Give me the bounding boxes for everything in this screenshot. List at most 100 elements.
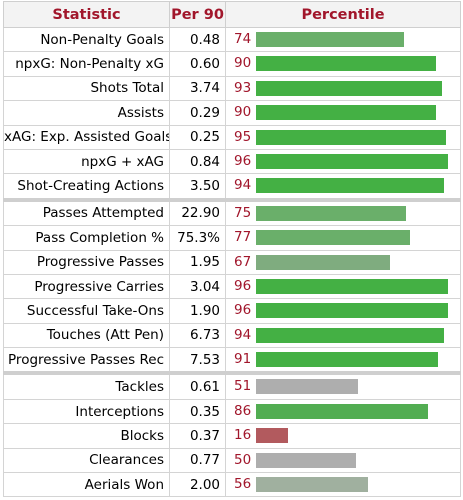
percentile-bar: [256, 477, 368, 493]
percentile-bar: [256, 327, 444, 343]
table-row: npxG + xAG 0.84 96: [3, 148, 461, 175]
percentile-cell: 50: [225, 447, 461, 474]
stat-name: Pass Completion %: [3, 225, 170, 251]
table-row: Tackles 0.61 51: [3, 371, 461, 400]
table-row: Aerials Won 2.00 56: [3, 472, 461, 498]
per90-value: 0.77: [169, 447, 226, 474]
table-row: xAG: Exp. Assisted Goals 0.25 95: [3, 124, 461, 150]
percentile-bar: [256, 129, 446, 145]
percentile-bar: [256, 254, 390, 270]
percentile-bar: [256, 178, 444, 194]
table-row: Progressive Passes Rec 7.53 91: [3, 347, 461, 374]
stat-name: npxG + xAG: [3, 148, 170, 175]
per90-value: 0.25: [169, 124, 226, 150]
stat-name: Touches (Att Pen): [3, 322, 170, 349]
stat-name: Assists: [3, 100, 170, 126]
percentile-value: 90: [234, 104, 252, 121]
percentile-bar: [256, 403, 428, 419]
stat-name: Progressive Passes: [3, 249, 170, 275]
percentile-value: 77: [234, 229, 252, 246]
table-row: Interceptions 0.35 86: [3, 398, 461, 425]
percentile-value: 94: [234, 177, 252, 194]
percentile-cell: 94: [225, 173, 461, 201]
percentile-value: 90: [234, 55, 252, 72]
per90-value: 0.61: [169, 371, 226, 400]
table-row: npxG: Non-Penalty xG 0.60 90: [3, 51, 461, 77]
table-row: Shot-Creating Actions 3.50 94: [3, 173, 461, 201]
percentile-bar: [256, 428, 288, 444]
stat-name: Progressive Passes Rec: [3, 347, 170, 374]
per90-value: 22.90: [169, 197, 226, 227]
percentile-table: Statistic Per 90 Percentile Non-Penalty …: [3, 1, 461, 498]
percentile-value: 16: [234, 427, 252, 444]
per90-value: 0.84: [169, 148, 226, 175]
per90-value: 0.29: [169, 100, 226, 126]
percentile-bar: [256, 278, 448, 294]
percentile-cell: 90: [225, 51, 461, 77]
per90-value: 3.50: [169, 173, 226, 201]
percentile-value: 74: [234, 31, 252, 47]
percentile-bar: [256, 303, 448, 319]
table-body: Non-Penalty Goals 0.48 74 npxG: Non-Penalty…: [3, 26, 461, 498]
stat-name: Clearances: [3, 447, 170, 474]
table-row: Blocks 0.37 16: [3, 423, 461, 449]
per90-value: 3.04: [169, 273, 226, 300]
table-row: Progressive Passes 1.95 67: [3, 249, 461, 275]
percentile-value: 96: [234, 277, 252, 294]
percentile-value: 50: [234, 451, 252, 468]
stat-name: Tackles: [3, 371, 170, 400]
stat-name: Non-Penalty Goals: [3, 26, 170, 53]
percentile-cell: 93: [225, 75, 461, 102]
table-row: Successful Take-Ons 1.90 96: [3, 298, 461, 324]
percentile-bar: [256, 153, 448, 169]
percentile-cell: 96: [225, 148, 461, 175]
percentile-value: 95: [234, 128, 252, 145]
stat-name: Passes Attempted: [3, 197, 170, 227]
per90-value: 7.53: [169, 347, 226, 374]
percentile-cell: 95: [225, 124, 461, 150]
percentile-value: 51: [234, 378, 252, 395]
percentile-value: 67: [234, 253, 252, 270]
percentile-value: 91: [234, 351, 252, 368]
percentile-bar: [256, 32, 404, 47]
per90-value: 0.37: [169, 423, 226, 449]
percentile-cell: 74: [225, 26, 461, 53]
percentile-cell: 96: [225, 273, 461, 300]
stat-name: npxG: Non-Penalty xG: [3, 51, 170, 77]
per90-value: 0.48: [169, 26, 226, 53]
table-row: Shots Total 3.74 93: [3, 75, 461, 102]
percentile-value: 93: [234, 79, 252, 96]
table-row: Pass Completion % 75.3% 77: [3, 225, 461, 251]
percentile-cell: 16: [225, 423, 461, 449]
percentile-cell: 91: [225, 347, 461, 374]
percentile-bar: [256, 379, 358, 395]
stat-name: xAG: Exp. Assisted Goals: [3, 124, 170, 150]
per90-value: 1.95: [169, 249, 226, 275]
percentile-value: 96: [234, 152, 252, 169]
percentile-cell: 94: [225, 322, 461, 349]
per90-header[interactable]: Per 90: [169, 1, 226, 28]
table-row: Passes Attempted 22.90 75: [3, 197, 461, 227]
percentile-value: 56: [234, 476, 252, 493]
table-row: Non-Penalty Goals 0.48 74: [3, 26, 461, 53]
stat-name: Aerials Won: [3, 472, 170, 498]
table-row: Progressive Carries 3.04 96: [3, 273, 461, 300]
percentile-value: 96: [234, 302, 252, 319]
percentile-cell: 67: [225, 249, 461, 275]
percentile-header[interactable]: Percentile: [225, 1, 461, 28]
table-row: Clearances 0.77 50: [3, 447, 461, 474]
percentile-bar: [256, 105, 436, 121]
percentile-cell: 96: [225, 298, 461, 324]
header-row: Statistic Per 90 Percentile: [3, 1, 461, 28]
percentile-value: 75: [234, 204, 252, 221]
percentile-bar: [256, 452, 356, 468]
stat-name: Progressive Carries: [3, 273, 170, 300]
statistic-header[interactable]: Statistic: [3, 1, 170, 28]
percentile-cell: 51: [225, 371, 461, 400]
per90-value: 0.35: [169, 398, 226, 425]
per90-value: 75.3%: [169, 225, 226, 251]
percentile-cell: 56: [225, 472, 461, 498]
percentile-bar: [256, 205, 406, 221]
percentile-cell: 86: [225, 398, 461, 425]
percentile-bar: [256, 230, 410, 246]
